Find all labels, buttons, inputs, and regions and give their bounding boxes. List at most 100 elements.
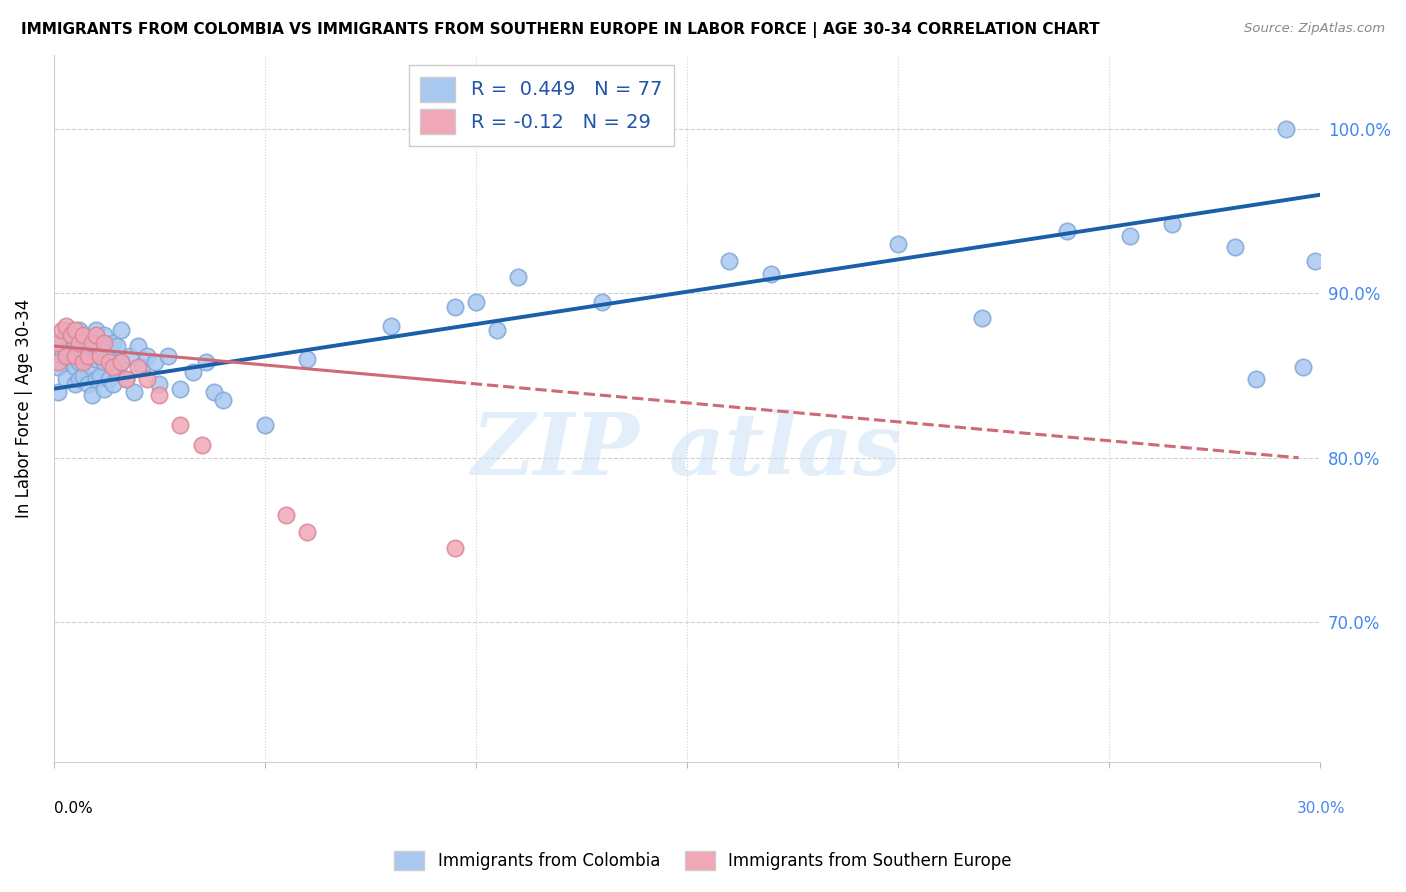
Text: Source: ZipAtlas.com: Source: ZipAtlas.com [1244, 22, 1385, 36]
Point [274, 508, 297, 523]
Point [46, 384, 69, 399]
Point [51, 335, 73, 350]
Text: IMMIGRANTS FROM COLOMBIA VS IMMIGRANTS FROM SOUTHERN EUROPE IN LABOR FORCE | AGE: IMMIGRANTS FROM COLOMBIA VS IMMIGRANTS F… [21, 22, 1099, 38]
Point [72, 349, 94, 363]
Point [59, 355, 82, 369]
Point [1246, 372, 1268, 386]
Point [84, 352, 107, 367]
Point [194, 355, 217, 369]
Point [169, 417, 191, 432]
Point [156, 349, 179, 363]
Point [1119, 228, 1142, 243]
Point [972, 311, 994, 326]
Point [89, 339, 111, 353]
Point [89, 368, 111, 383]
Point [46, 355, 69, 369]
Point [1161, 218, 1184, 232]
Point [1275, 122, 1298, 136]
Point [114, 372, 136, 386]
Point [67, 355, 90, 369]
Point [93, 382, 115, 396]
Point [84, 322, 107, 336]
Point [190, 437, 212, 451]
Point [80, 333, 103, 347]
Point [110, 322, 132, 336]
Point [76, 376, 98, 391]
Point [101, 376, 124, 391]
Point [80, 388, 103, 402]
Point [84, 372, 107, 386]
Point [443, 300, 465, 314]
Point [67, 335, 90, 350]
Point [114, 372, 136, 386]
Point [97, 349, 120, 363]
Point [253, 417, 276, 432]
Legend: Immigrants from Colombia, Immigrants from Southern Europe: Immigrants from Colombia, Immigrants fro… [388, 844, 1018, 877]
Point [148, 376, 170, 391]
Point [759, 267, 782, 281]
Point [135, 372, 157, 386]
Point [485, 322, 508, 336]
Point [110, 355, 132, 369]
Point [295, 352, 318, 367]
Point [63, 349, 86, 363]
Point [55, 343, 77, 358]
Point [67, 335, 90, 350]
Point [464, 294, 486, 309]
Point [131, 360, 153, 375]
Point [72, 327, 94, 342]
Point [105, 365, 128, 379]
Point [443, 541, 465, 556]
Point [202, 384, 225, 399]
Y-axis label: In Labor Force | Age 30-34: In Labor Force | Age 30-34 [15, 299, 32, 518]
Point [63, 352, 86, 367]
Point [181, 365, 204, 379]
Point [1292, 360, 1315, 375]
Point [46, 360, 69, 375]
Point [591, 122, 613, 136]
Point [1225, 240, 1247, 254]
Point [127, 339, 149, 353]
Point [76, 335, 98, 350]
Point [51, 349, 73, 363]
Point [76, 352, 98, 367]
Point [55, 322, 77, 336]
Point [211, 393, 233, 408]
Point [72, 368, 94, 383]
Point [72, 327, 94, 342]
Point [380, 319, 402, 334]
Point [127, 360, 149, 375]
Point [63, 335, 86, 350]
Point [717, 253, 740, 268]
Point [55, 349, 77, 363]
Point [93, 335, 115, 350]
Point [67, 372, 90, 386]
Text: ZIP atlas: ZIP atlas [471, 409, 901, 492]
Point [89, 349, 111, 363]
Point [886, 237, 908, 252]
Point [59, 327, 82, 342]
Point [506, 270, 529, 285]
Point [97, 355, 120, 369]
Point [1056, 224, 1078, 238]
Point [135, 349, 157, 363]
Point [1305, 253, 1327, 268]
Point [84, 327, 107, 342]
Point [63, 322, 86, 336]
Point [72, 355, 94, 369]
Point [59, 339, 82, 353]
Point [80, 335, 103, 350]
Point [118, 349, 141, 363]
Point [76, 349, 98, 363]
Point [63, 376, 86, 391]
Point [591, 294, 613, 309]
Point [110, 355, 132, 369]
Point [93, 327, 115, 342]
Point [97, 372, 120, 386]
Legend: R =  0.449   N = 77, R = -0.12   N = 29: R = 0.449 N = 77, R = -0.12 N = 29 [409, 65, 673, 146]
Point [105, 339, 128, 353]
Text: 0.0%: 0.0% [53, 801, 93, 815]
Point [80, 360, 103, 375]
Point [148, 388, 170, 402]
Point [101, 360, 124, 375]
